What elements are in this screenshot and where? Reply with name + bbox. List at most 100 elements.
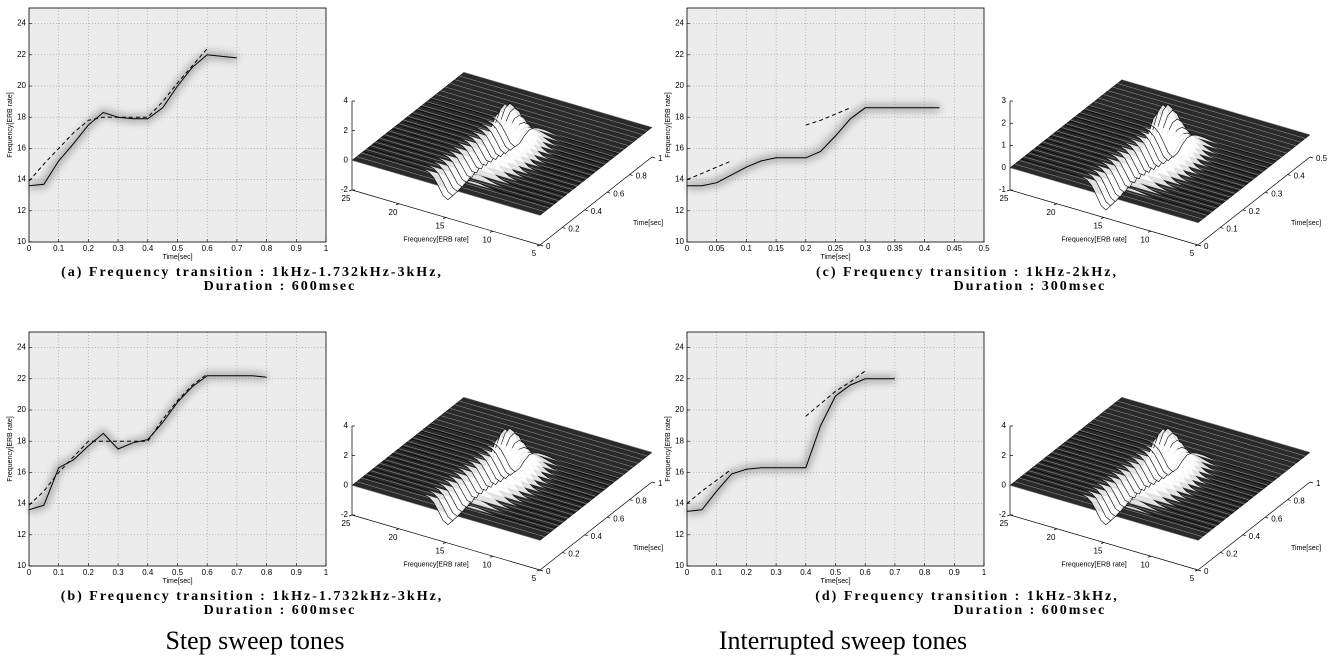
surface-line [459,400,648,457]
x-axis-label: Frequency[ERB rate] [403,236,468,243]
y-tick-label: 14 [17,175,26,184]
y-tick-label: 0 [546,567,551,576]
tick-mark [536,244,541,247]
surface-ridge [1088,105,1277,162]
y-tick-label: 20 [17,81,26,90]
x-tick-label: 0.3 [771,568,783,577]
tick-mark [1006,189,1011,192]
x-tick-label: 0.1 [711,568,723,577]
y-tick-label: 24 [675,343,684,352]
tick-mark [584,534,588,537]
x-tick-label: 0.3 [860,244,872,253]
group-label: Interrupted sweep tones [719,626,967,655]
tick-mark [1197,569,1202,572]
surface-line [435,94,625,150]
y-tick-label: 20 [675,81,684,90]
y-tick-label: 0.4 [1249,532,1261,541]
surface-ridge [430,98,619,154]
x-tick-label: 10 [1141,235,1150,244]
z-tick-label: 1 [1002,141,1007,150]
x-tick-label: 1 [324,244,329,253]
surface-line [1107,90,1297,146]
z-tick-label: 0 [344,480,349,489]
surface-line [1093,419,1283,475]
y-tick-label: 14 [675,499,684,508]
y-tick-label: 12 [17,206,26,215]
tick-mark [539,244,544,247]
y-tick-label: 22 [675,374,684,383]
x-tick-label: 5 [532,574,537,583]
tick-mark [348,514,353,517]
tick-mark [1147,555,1152,558]
tick-mark [1006,514,1011,517]
y-tick-label: 20 [675,405,684,414]
x-tick-label: 0.9 [949,568,961,577]
x-tick-label: 5 [1190,249,1195,258]
y-tick-label: 12 [675,206,684,215]
axis-line [539,156,653,246]
surface-line [454,79,643,135]
y-tick-label: 12 [675,530,684,539]
x-tick-label: 0.6 [202,244,214,253]
series-line [687,107,940,187]
surface-line [440,415,629,471]
y-tick-label: 0.6 [613,189,625,198]
surface-line [1112,404,1301,460]
y-tick-label: 1 [658,479,663,488]
x-axis-label: Frequency[ERB rate] [1061,561,1126,568]
y-axis-label: Time[sec] [1291,545,1321,552]
axis-line [539,481,653,571]
tick-mark [562,552,566,554]
z-tick-label: 4 [1002,421,1007,430]
surface-line [445,86,634,143]
y-tick-label: 0.2 [1226,550,1238,559]
y-axis-label: Time[sec] [633,220,663,227]
tick-mark [1197,244,1202,247]
y-tick-label: 0.8 [1294,497,1306,506]
tick-mark [1053,528,1058,531]
y-tick-label: 14 [17,499,26,508]
y-axis-label: Frequency[ERB rate] [7,416,14,481]
y-tick-label: 14 [675,175,684,184]
x-tick-label: 25 [342,519,351,528]
y-tick-label: 10 [17,561,26,570]
tick-mark [1194,569,1199,572]
z-tick-label: 3 [1002,96,1007,105]
group-label: Step sweep tones [165,626,344,655]
plot-frame [686,331,985,567]
x-tick-label: 0.3 [113,568,125,577]
caption: Duration : 300msec [954,279,1107,294]
x-tick-label: 10 [483,235,492,244]
surface-line [1117,83,1306,139]
caption: (b) Frequency transition : 1kHz-1.732kHz… [61,589,444,604]
tick-mark [442,542,447,544]
tick-mark [1053,203,1058,206]
y-tick-label: 22 [17,50,26,59]
z-tick-label: 0 [1002,163,1007,172]
caption: Duration : 600msec [204,279,357,294]
y-tick-label: 0 [1204,567,1209,576]
x-tick-label: 0.9 [291,244,303,253]
tick-mark [489,555,494,558]
x-tick-label: 0.8 [919,568,931,577]
y-tick-label: 18 [17,436,26,445]
y-tick-label: 0.8 [636,497,648,506]
tick-mark [1147,230,1152,233]
series-line [686,107,851,181]
z-tick-label: -2 [341,510,349,519]
tick-mark [1100,217,1105,219]
x-axis-label: Time[sec] [162,254,192,261]
z-tick-label: 2 [1002,451,1007,460]
series-line [28,373,208,506]
x-tick-label: 25 [1000,519,1009,528]
y-tick-label: 0.6 [1271,514,1283,523]
x-tick-label: 0.3 [113,244,125,253]
z-tick-label: -2 [341,185,349,194]
y-axis-label: Frequency[ERB rate] [665,416,672,481]
tick-mark [395,528,400,531]
x-tick-label: 1 [324,568,329,577]
x-tick-label: 0.4 [800,568,812,577]
z-tick-label: 4 [344,421,349,430]
y-tick-label: 10 [17,237,26,246]
